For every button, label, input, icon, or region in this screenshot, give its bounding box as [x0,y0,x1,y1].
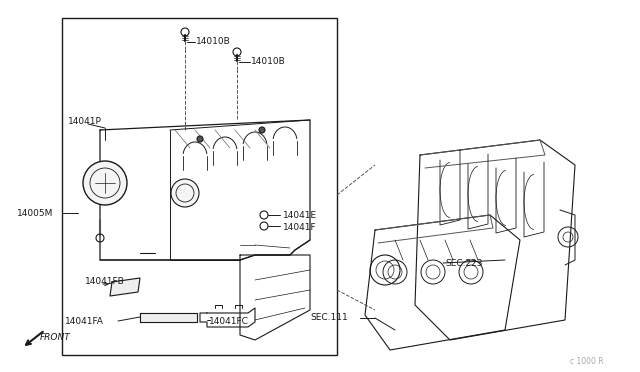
Text: 14041FB: 14041FB [85,276,125,285]
Text: SEC.223: SEC.223 [445,259,483,267]
Circle shape [83,161,127,205]
Text: 14041FA: 14041FA [65,317,104,326]
Circle shape [197,136,203,142]
Text: FRONT: FRONT [40,334,71,343]
Text: 14041FC: 14041FC [209,317,249,326]
Circle shape [259,127,265,133]
Polygon shape [140,313,197,322]
Text: 14010B: 14010B [196,38,231,46]
Bar [62,18,337,355]
Text: 14041E: 14041E [283,211,317,219]
Text: 14041P: 14041P [68,116,102,125]
Circle shape [171,179,199,207]
Text: 14041F: 14041F [283,224,317,232]
Text: 14010B: 14010B [251,58,285,67]
Text: SEC.111: SEC.111 [310,314,348,323]
Text: 14005M: 14005M [17,208,53,218]
Polygon shape [110,278,140,296]
Text: c 1000 R: c 1000 R [570,357,604,366]
